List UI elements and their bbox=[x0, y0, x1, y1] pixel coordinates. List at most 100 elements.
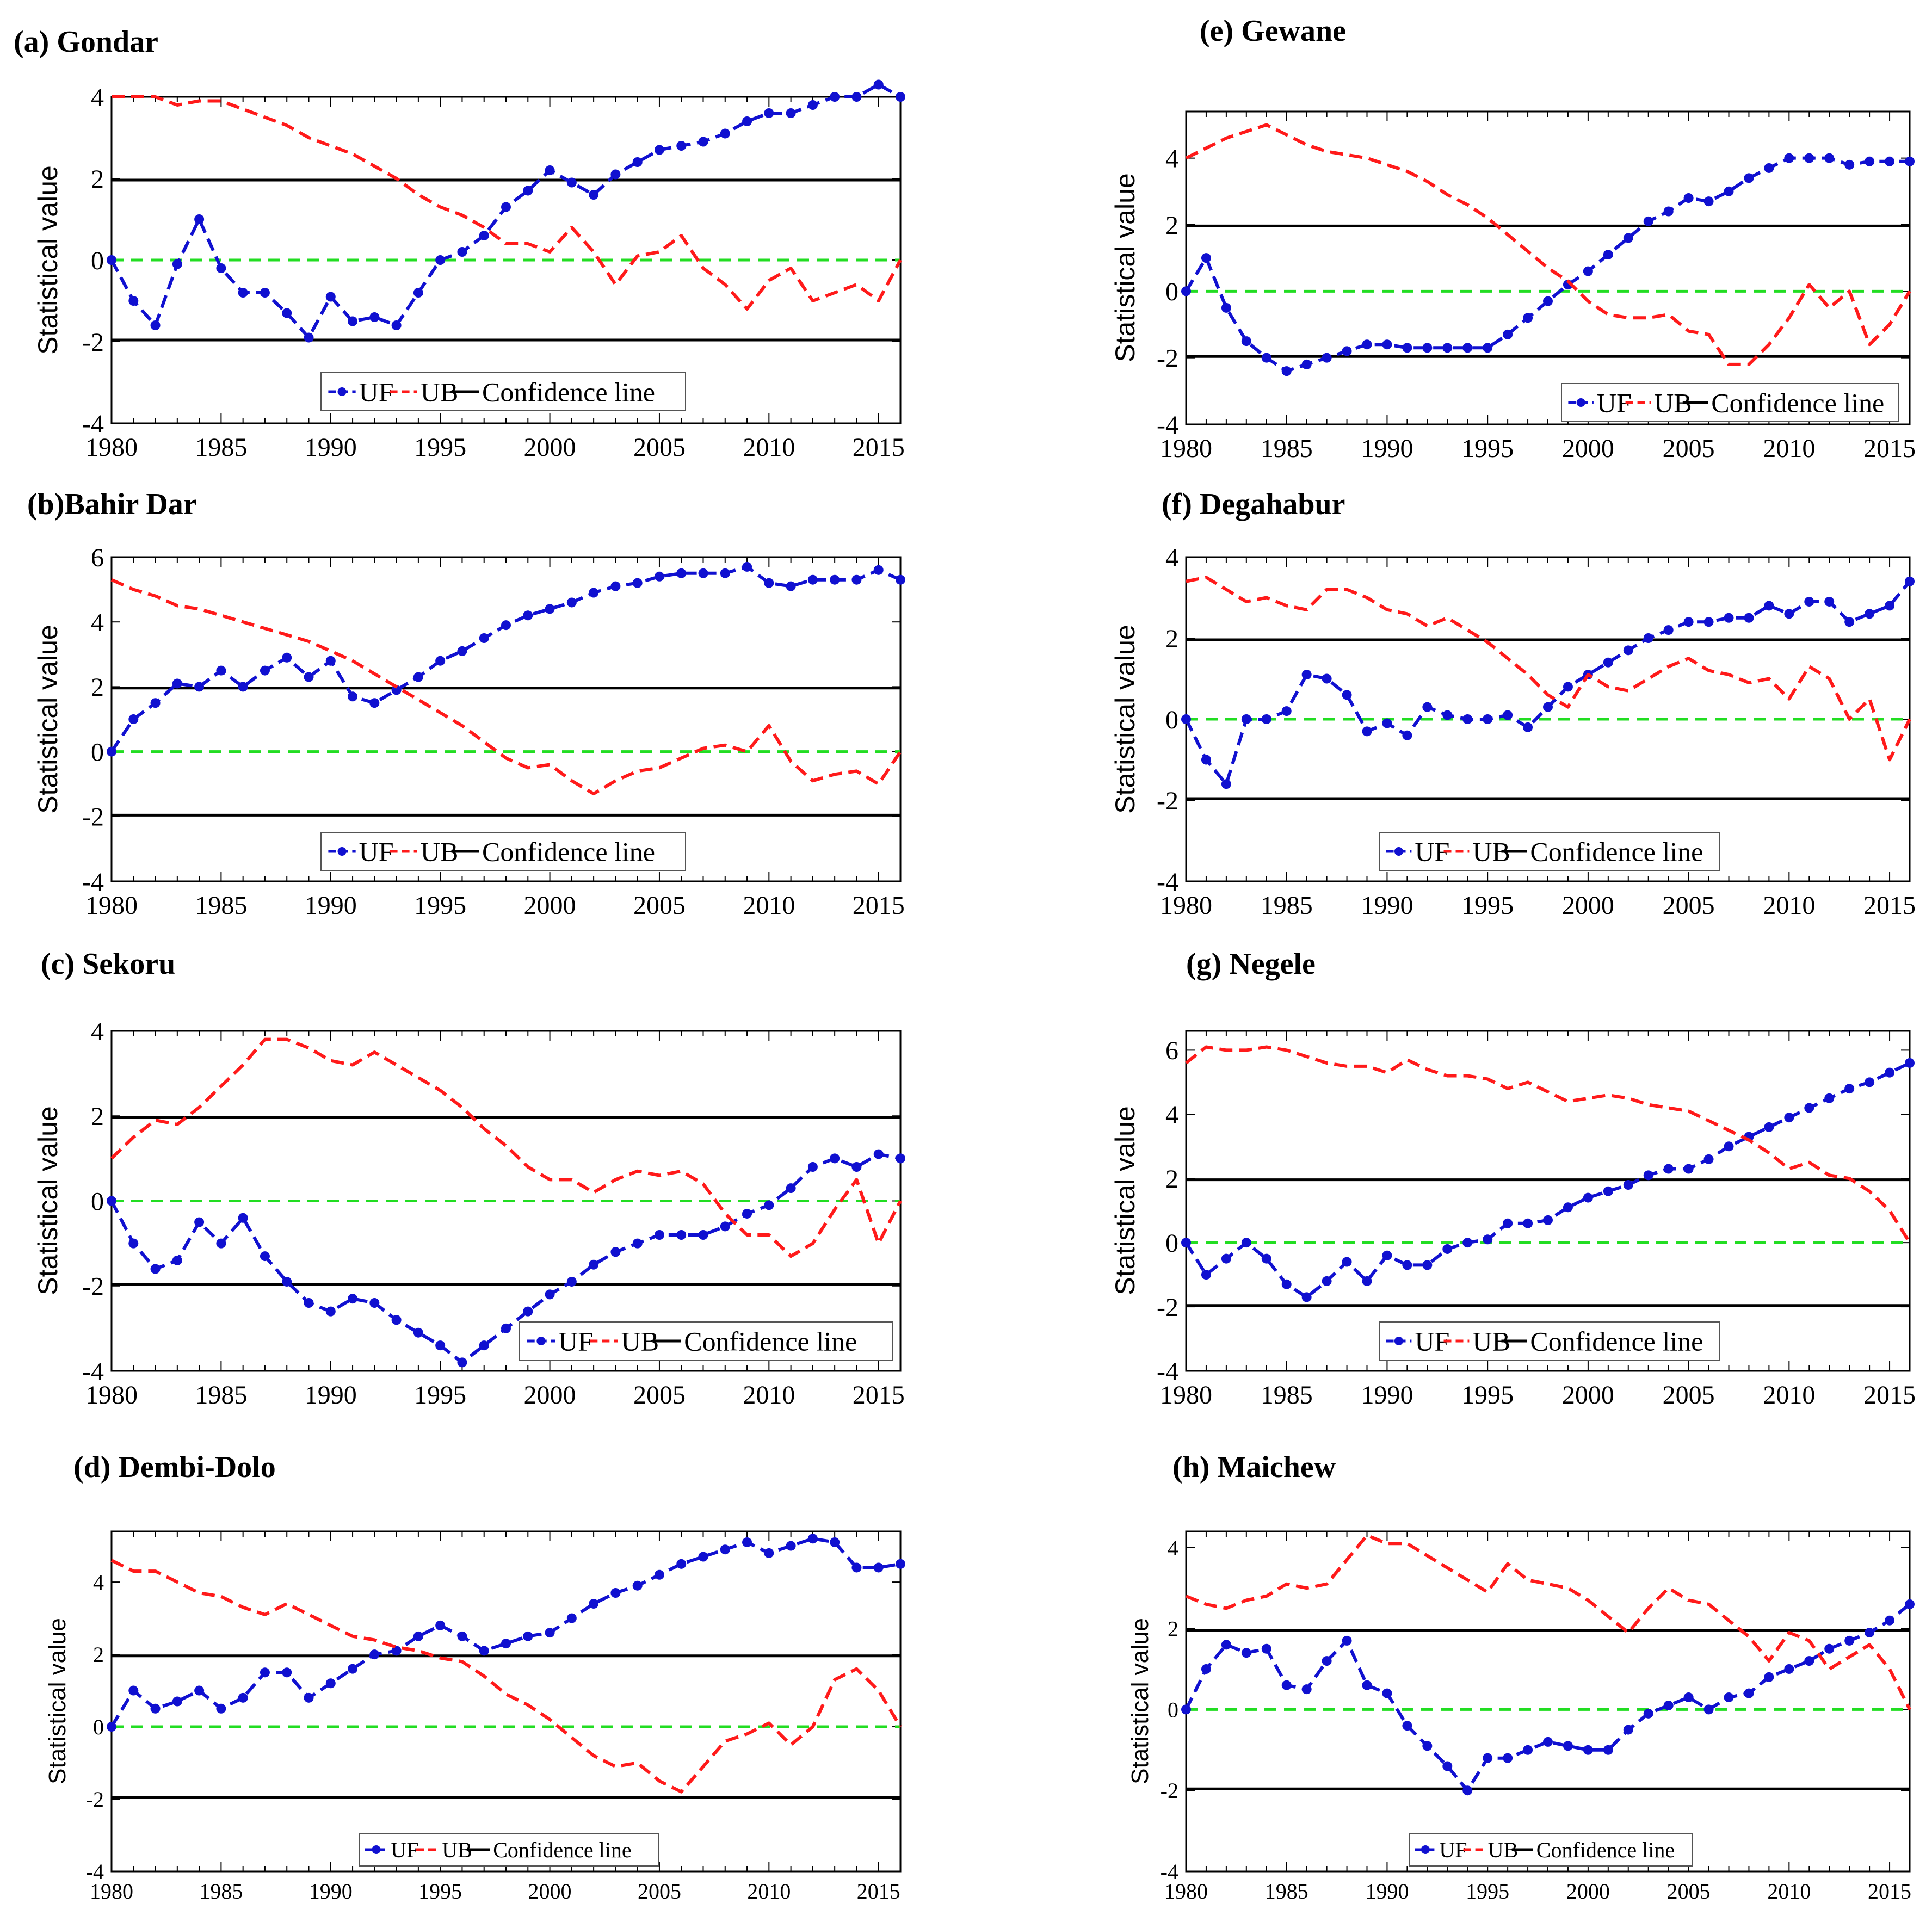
uf-data-point bbox=[1865, 1628, 1875, 1638]
x-tick-label: 1980 bbox=[1160, 891, 1212, 920]
uf-data-point bbox=[807, 574, 818, 585]
uf-data-point bbox=[1804, 1656, 1814, 1666]
ub-series-line bbox=[1185, 1534, 1911, 1710]
x-tick-label: 2010 bbox=[1763, 1381, 1815, 1410]
uf-data-point bbox=[1523, 1218, 1533, 1228]
uf-data-point bbox=[676, 568, 687, 578]
uf-data-point bbox=[172, 1696, 182, 1707]
chart-panel: (f) Degahabur 1980 1985 1990 1995 2000 2005 201… bbox=[1110, 487, 1916, 920]
y-tick-label: 4 bbox=[1168, 1536, 1178, 1560]
uf-data-point bbox=[1201, 1270, 1211, 1280]
x-tick-label: 2010 bbox=[1763, 891, 1815, 920]
uf-data-point bbox=[172, 259, 182, 269]
uf-data-point bbox=[786, 108, 796, 118]
uf-data-point bbox=[325, 1306, 336, 1317]
uf-data-point bbox=[1523, 722, 1533, 732]
uf-data-point bbox=[1885, 1067, 1895, 1078]
chart-panel: (b)Bahir Dar 1980 1985 1990 1995 2000 2005 2010… bbox=[27, 487, 905, 920]
x-tick-label: 2015 bbox=[1863, 1381, 1916, 1410]
panel-title: (e) Gewane bbox=[1200, 14, 1346, 48]
legend-confidence-label: Confidence line bbox=[482, 837, 655, 867]
x-tick-label: 1980 bbox=[85, 891, 138, 920]
y-tick-label: 4 bbox=[91, 608, 104, 637]
uf-data-point bbox=[1623, 1180, 1633, 1190]
uf-data-point bbox=[457, 247, 467, 257]
uf-data-point bbox=[1523, 1745, 1533, 1755]
x-tick-label: 1985 bbox=[195, 1381, 247, 1410]
uf-data-point bbox=[896, 1153, 905, 1164]
uf-data-point bbox=[1221, 1253, 1231, 1264]
uf-data-point bbox=[457, 646, 467, 656]
uf-data-point bbox=[1905, 576, 1915, 586]
uf-data-point bbox=[1583, 1192, 1593, 1203]
legend-uf-marker bbox=[337, 387, 347, 396]
uf-data-point bbox=[1744, 173, 1754, 183]
uf-data-point bbox=[1221, 779, 1231, 789]
uf-data-point bbox=[1382, 1688, 1392, 1698]
uf-data-point bbox=[1804, 596, 1814, 607]
uf-data-point bbox=[545, 165, 555, 175]
legend-confidence-label: Confidence line bbox=[1536, 1838, 1675, 1862]
uf-data-point bbox=[1483, 343, 1493, 353]
uf-data-point bbox=[1603, 1186, 1613, 1196]
uf-data-point bbox=[1241, 1648, 1251, 1658]
y-tick-label: -4 bbox=[1157, 411, 1178, 440]
uf-data-point bbox=[523, 1306, 533, 1317]
uf-data-point bbox=[172, 1255, 182, 1265]
uf-data-point bbox=[1342, 1635, 1352, 1646]
x-tick-label: 2000 bbox=[1562, 434, 1614, 463]
uf-data-point bbox=[1442, 343, 1453, 353]
legend-uf-marker bbox=[337, 847, 347, 856]
uf-data-point bbox=[1885, 601, 1895, 611]
uf-data-point bbox=[807, 1162, 818, 1172]
uf-data-point bbox=[128, 714, 139, 724]
uf-data-point bbox=[632, 1238, 643, 1249]
ub-series-line bbox=[110, 1037, 902, 1258]
uf-data-point bbox=[1643, 1170, 1653, 1181]
uf-data-point bbox=[1824, 153, 1835, 163]
uf-data-point bbox=[1442, 1244, 1453, 1254]
x-tick-label: 1995 bbox=[1461, 1381, 1514, 1410]
x-tick-label: 1995 bbox=[414, 433, 466, 462]
legend-box bbox=[320, 832, 686, 871]
legend-uf-marker bbox=[536, 1337, 546, 1345]
uf-data-point bbox=[545, 1628, 555, 1638]
y-tick-label: -4 bbox=[82, 868, 104, 897]
uf-data-point bbox=[325, 656, 336, 666]
ub-series-line bbox=[112, 95, 902, 311]
y-tick-label: -4 bbox=[1157, 868, 1178, 897]
uf-data-point bbox=[325, 1678, 336, 1689]
uf-data-point bbox=[851, 92, 862, 102]
uf-data-point bbox=[1764, 601, 1774, 611]
y-tick-label: -4 bbox=[82, 1357, 104, 1386]
y-tick-label: 4 bbox=[91, 83, 104, 112]
uf-data-point bbox=[1563, 1202, 1573, 1213]
uf-data-point bbox=[1603, 250, 1613, 260]
uf-data-point bbox=[369, 1649, 380, 1660]
uf-data-point bbox=[764, 1548, 774, 1558]
y-axis-label: Statistical value bbox=[1110, 625, 1140, 813]
uf-data-point bbox=[1483, 1234, 1493, 1245]
y-tick-label: 2 bbox=[91, 1102, 104, 1131]
uf-data-point bbox=[830, 92, 840, 102]
x-tick-label: 2005 bbox=[638, 1879, 681, 1904]
uf-data-point bbox=[764, 578, 774, 588]
y-tick-label: 0 bbox=[91, 246, 104, 275]
y-tick-label: -2 bbox=[1157, 344, 1178, 373]
uf-data-point bbox=[1623, 233, 1633, 243]
uf-data-point bbox=[786, 1183, 796, 1194]
y-tick-label: 2 bbox=[1168, 1617, 1178, 1641]
uf-data-point bbox=[742, 1208, 752, 1219]
uf-data-point bbox=[1523, 313, 1533, 323]
uf-data-point bbox=[1201, 755, 1211, 765]
uf-data-point bbox=[742, 1537, 752, 1547]
y-tick-label: -2 bbox=[82, 1272, 104, 1301]
ub-series-line bbox=[1185, 1045, 1911, 1244]
uf-data-point bbox=[1643, 633, 1653, 643]
uf-data-point bbox=[1744, 1688, 1754, 1698]
uf-data-point bbox=[1804, 1103, 1814, 1113]
x-tick-label: 1990 bbox=[1361, 434, 1413, 463]
uf-data-point bbox=[654, 571, 664, 582]
y-axis-label: Statistical value bbox=[44, 1618, 71, 1784]
